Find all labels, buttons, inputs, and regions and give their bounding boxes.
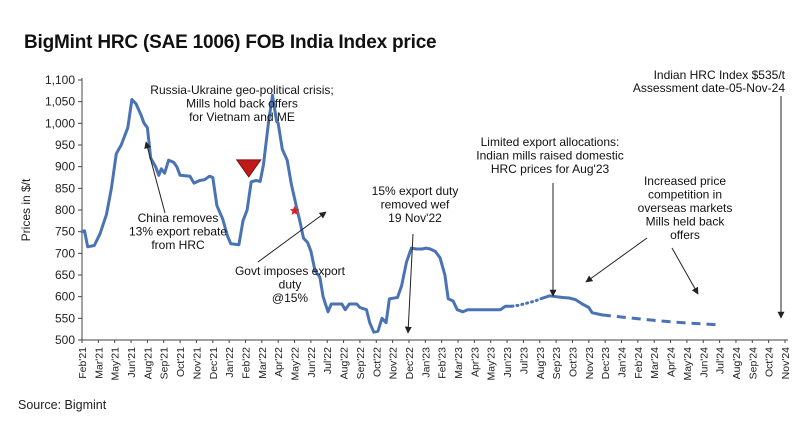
annotation-text: 15% export duty bbox=[372, 184, 459, 198]
x-tick-label: Nov'22 bbox=[388, 347, 400, 380]
x-tick-label: Oct'21 bbox=[175, 347, 187, 377]
x-tick-label: Nov'23 bbox=[584, 347, 596, 380]
source-note: Source: Bigmint bbox=[18, 398, 107, 412]
series-line-dashed bbox=[601, 313, 720, 327]
annotation-arrow bbox=[585, 237, 648, 283]
annotation-text: overseas markets bbox=[638, 201, 733, 215]
x-tick-label: Jul'24 bbox=[715, 347, 727, 374]
y-tick-label: 950 bbox=[55, 138, 75, 152]
x-tick-label: Oct'24 bbox=[764, 347, 776, 377]
annotation-text: removed wef bbox=[381, 198, 450, 212]
y-tick-label: 1,100 bbox=[45, 73, 75, 87]
x-tick-label: Sep'24 bbox=[747, 347, 759, 380]
x-tick-label: Feb'24 bbox=[633, 347, 645, 379]
x-tick-label: May'22 bbox=[290, 347, 302, 381]
series-line-dotted bbox=[510, 296, 545, 308]
x-tick-label: Aug'22 bbox=[339, 347, 351, 380]
x-tick-label: Aug'21 bbox=[142, 347, 154, 380]
annotation-text: HRC prices for Aug'23 bbox=[491, 162, 610, 176]
annotation-text: Mills held back bbox=[646, 215, 726, 229]
y-tick-label: 500 bbox=[55, 333, 75, 347]
y-tick-label: 600 bbox=[55, 290, 75, 304]
y-tick-label: 750 bbox=[55, 225, 75, 239]
x-tick-label: Jan'24 bbox=[617, 347, 629, 378]
y-tick-label: 900 bbox=[55, 160, 75, 174]
x-tick-label: Aug'24 bbox=[731, 347, 743, 380]
annotation-text: Increased price bbox=[644, 174, 726, 188]
annotation-text: China removes bbox=[138, 211, 219, 225]
x-tick-label: Jan'22 bbox=[224, 347, 236, 378]
x-tick-label: Oct'22 bbox=[371, 347, 383, 377]
x-tick-label: May'24 bbox=[682, 347, 694, 381]
annotation-text: Indian mills raised domestic bbox=[476, 149, 623, 163]
x-tick-label: Nov'24 bbox=[780, 347, 792, 380]
annotation-text: Assessment date-05-Nov-24 bbox=[633, 81, 785, 95]
annotation-arrow bbox=[144, 141, 166, 214]
chart-title: BigMint HRC (SAE 1006) FOB India Index p… bbox=[24, 32, 437, 53]
x-tick-label: Nov'21 bbox=[191, 347, 203, 380]
series-line-solid bbox=[541, 294, 604, 317]
star-marker bbox=[289, 205, 300, 215]
x-tick-label: Feb'21 bbox=[77, 347, 89, 379]
annotation-text: 19 Nov'22 bbox=[388, 211, 442, 225]
triangle-marker bbox=[235, 159, 262, 178]
x-tick-label: Feb'23 bbox=[437, 347, 449, 379]
annotation-text: competition in bbox=[648, 188, 722, 202]
x-tick-label: Aug'23 bbox=[535, 347, 547, 380]
annotation-text: Govt imposes export bbox=[235, 264, 346, 278]
y-tick-label: 1,050 bbox=[45, 95, 75, 109]
y-tick-label: 550 bbox=[55, 311, 75, 325]
series-line-solid bbox=[80, 93, 514, 334]
x-tick-label: Apr'23 bbox=[469, 347, 481, 377]
annotation-text: 13% export rebate bbox=[129, 225, 227, 239]
annotation-text: duty bbox=[279, 278, 302, 292]
annotation-text: from HRC bbox=[151, 238, 205, 252]
x-tick-label: Oct'23 bbox=[567, 347, 579, 377]
y-tick-label: 850 bbox=[55, 181, 75, 195]
x-tick-label: Jan'23 bbox=[420, 347, 432, 378]
x-tick-label: Dec'23 bbox=[600, 347, 612, 380]
x-tick-label: Jun'23 bbox=[502, 347, 514, 378]
annotation-text: Mills hold back offers bbox=[186, 97, 298, 111]
x-tick-label: May'23 bbox=[486, 347, 498, 381]
y-tick-label: 700 bbox=[55, 246, 75, 260]
annotation-arrow bbox=[257, 211, 327, 263]
x-tick-label: May'21 bbox=[110, 347, 122, 381]
x-tick-label: Jul'22 bbox=[322, 347, 334, 374]
x-tick-label: Dec'21 bbox=[208, 347, 220, 380]
annotation-text: Russia-Ukraine geo-political crisis; bbox=[150, 83, 333, 97]
annotation-text: Indian HRC Index $535/t bbox=[654, 68, 786, 82]
annotation-text: Limited export allocations: bbox=[481, 135, 620, 149]
y-tick-label: 650 bbox=[55, 268, 75, 282]
annotation-arrow bbox=[671, 247, 699, 295]
y-tick-label: 800 bbox=[55, 203, 75, 217]
x-tick-label: Apr'24 bbox=[666, 347, 678, 377]
x-tick-label: Jun'22 bbox=[306, 347, 318, 378]
annotation-text: offers bbox=[670, 228, 700, 242]
x-tick-label: Apr'22 bbox=[273, 347, 285, 377]
annotation-text: @15% bbox=[272, 291, 309, 305]
x-tick-label: Sep'23 bbox=[551, 347, 563, 380]
x-tick-label: Jul'23 bbox=[518, 347, 530, 374]
x-tick-label: Mar'22 bbox=[257, 347, 269, 379]
x-tick-label: Sep'22 bbox=[355, 347, 367, 380]
x-tick-label: Dec'22 bbox=[404, 347, 416, 380]
x-tick-label: Sep'21 bbox=[159, 347, 171, 380]
x-tick-label: Jun'21 bbox=[126, 347, 138, 378]
x-tick-label: Mar'24 bbox=[649, 347, 661, 379]
x-tick-label: Feb'22 bbox=[240, 347, 252, 379]
x-tick-label: Mar'23 bbox=[453, 347, 465, 379]
x-tick-label: Mar'21 bbox=[93, 347, 105, 379]
x-tick-label: Jun'24 bbox=[698, 347, 710, 378]
y-tick-label: 1,000 bbox=[45, 116, 75, 130]
y-axis-label: Prices in $/t bbox=[19, 178, 33, 241]
annotation-arrow bbox=[404, 233, 414, 334]
annotation-text: for Vietnam and ME bbox=[189, 110, 295, 124]
